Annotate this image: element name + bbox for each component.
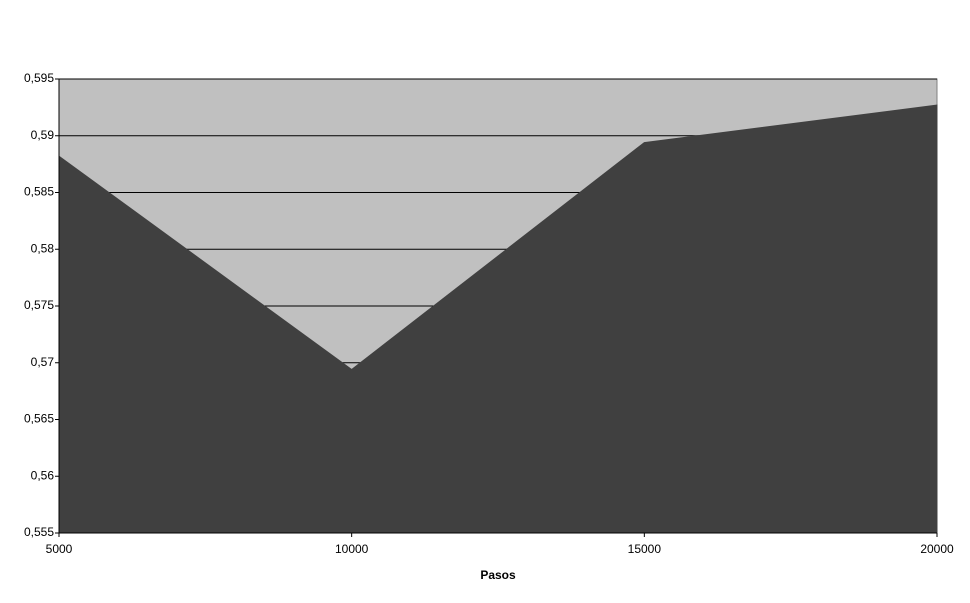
- x-tick-label: 15000: [628, 542, 662, 556]
- y-tick-label: 0,595: [24, 71, 54, 85]
- y-tick-label: 0,555: [24, 525, 54, 539]
- y-tick-label: 0,575: [24, 298, 54, 312]
- y-tick-label: 0,565: [24, 412, 54, 426]
- y-tick-label: 0,585: [24, 185, 54, 199]
- y-tick-label: 0,59: [31, 128, 55, 142]
- x-axis-label: Pasos: [480, 568, 516, 582]
- y-tick-label: 0,56: [31, 468, 55, 482]
- y-tick-label: 0,58: [31, 241, 55, 255]
- x-tick-label: 20000: [920, 542, 954, 556]
- y-tick-label: 0,57: [31, 355, 55, 369]
- x-tick-label: 5000: [46, 542, 73, 556]
- x-tick-label: 10000: [335, 542, 369, 556]
